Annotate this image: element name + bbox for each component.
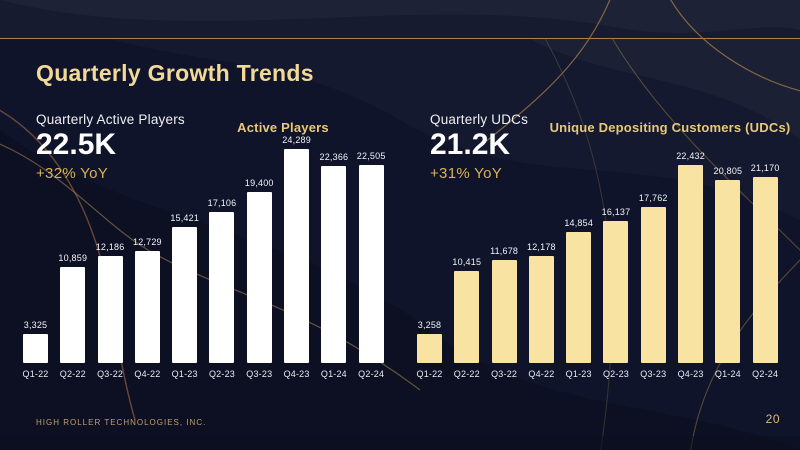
bar-column: 22,505 Q2-24: [357, 118, 386, 379]
bar: [172, 227, 198, 363]
bar-value-label: 3,258: [417, 320, 442, 331]
category-label: Q2-24: [752, 369, 779, 379]
bar-column: 12,186 Q3-22: [96, 118, 125, 379]
bar: [134, 250, 160, 363]
bar: [566, 232, 592, 363]
bar-column: 21,170 Q2-24: [751, 118, 780, 380]
stat-delta: +31% YoY: [430, 164, 503, 182]
category-label: Q3-22: [491, 369, 518, 379]
bar: [454, 271, 480, 363]
bar-column: 3,258 Q1-22: [416, 118, 442, 379]
category-label: Q1-22: [22, 369, 49, 379]
bar: [715, 179, 741, 363]
category-label: Q2-22: [453, 369, 480, 379]
stat-delta: +32% YoY: [36, 164, 109, 182]
page-title: Quarterly Growth Trends: [36, 60, 314, 86]
bar: [640, 206, 666, 363]
bar: [358, 164, 384, 363]
category-label: Q4-22: [528, 369, 555, 379]
bar-column: 12,178 Q4-22: [527, 118, 556, 379]
bar-column: 22,432 Q4-23: [676, 118, 705, 379]
bar: [603, 220, 629, 363]
category-label: Q2-23: [602, 369, 629, 379]
stat-value: 22.5K: [36, 128, 117, 161]
bar: [491, 260, 517, 363]
bar-value-label: 15,421: [170, 213, 200, 224]
bar-column: 22,366 Q1-24: [320, 118, 349, 379]
category-label: Q2-24: [358, 369, 385, 379]
bar-value-label: 12,729: [133, 236, 162, 247]
bar-column: 17,762 Q3-23: [639, 118, 668, 380]
bar-value-label: 14,854: [564, 218, 594, 229]
bar-column: 3,325 Q1-22: [22, 118, 48, 379]
category-label: Q4-23: [677, 369, 704, 379]
bar-value-label: 10,415: [452, 257, 482, 268]
bar-column: 10,415 Q2-22: [452, 118, 481, 379]
stat-label: Quarterly Active Players: [36, 112, 185, 127]
bar-value-label: 24,289: [282, 135, 311, 145]
bar-column: 17,106 Q2-23: [208, 118, 237, 379]
category-label: Q3-23: [640, 369, 667, 379]
bar-chart-udcs: 3,258 Q1-22 10,415 Q2-22 11,678 Q3-22 12,178 Q4…: [416, 118, 780, 380]
page-number: 20: [765, 412, 780, 426]
bar: [678, 165, 704, 363]
bar-column: 12,729 Q4-22: [133, 118, 162, 379]
bar-value-label: 11,678: [490, 246, 519, 257]
bar-value-label: 16,137: [601, 206, 631, 217]
bar-value-label: 12,178: [527, 241, 556, 252]
bar: [97, 255, 123, 363]
bar-column: 10,859 Q2-22: [58, 118, 87, 379]
bar: [321, 165, 347, 363]
category-label: Q3-22: [97, 369, 124, 379]
bar-value-label: 22,432: [676, 151, 705, 162]
category-label: Q1-24: [714, 369, 741, 379]
bar-column: 16,137 Q2-23: [602, 118, 631, 379]
bar-value-label: 17,106: [207, 198, 237, 209]
category-label: Q1-22: [416, 369, 443, 379]
category-label: Q1-23: [171, 369, 198, 379]
bar-value-label: 10,859: [58, 253, 88, 264]
category-label: Q1-23: [565, 369, 592, 379]
bar-chart-active-players: 3,325 Q1-22 10,859 Q2-22 12,186 Q3-22 12,729 Q4…: [22, 118, 386, 379]
bar-column: 24,289 Q4-23: [282, 118, 311, 379]
bar-value-label: 21,170: [750, 162, 780, 173]
bar-column: 11,678 Q3-22: [490, 118, 518, 379]
chart-title-active-players: Active Players: [237, 120, 329, 135]
bar-column: 15,421 Q1-23: [170, 118, 199, 379]
category-label: Q2-23: [208, 369, 235, 379]
category-label: Q4-22: [134, 369, 161, 379]
bar-value-label: 3,325: [23, 319, 48, 330]
chart-title-udcs: Unique Depositing Customers (UDCs): [549, 120, 791, 135]
bar-value-label: 12,186: [95, 241, 125, 252]
bar-column: 19,400 Q3-23: [245, 118, 274, 379]
bar-column: 20,805 Q1-24: [714, 118, 743, 379]
bar-column: 14,854 Q1-23: [564, 118, 593, 379]
bar: [209, 212, 235, 363]
bar-value-label: 22,366: [319, 151, 349, 162]
category-label: Q1-24: [320, 369, 347, 379]
bar-value-label: 17,762: [638, 192, 668, 203]
bar-value-label: 20,805: [713, 165, 743, 176]
stat-value: 21.2K: [430, 128, 511, 161]
stat-active-players: Quarterly Active Players 22.5K +32% YoY: [36, 112, 256, 182]
category-label: Q4-23: [283, 369, 310, 379]
footer-company-name: HIGH ROLLER TECHNOLOGIES, INC.: [36, 418, 207, 427]
category-label: Q2-22: [59, 369, 86, 379]
bar: [284, 149, 310, 363]
stat-udcs: Quarterly UDCs 21.2K +31% YoY: [430, 112, 650, 182]
bar: [23, 333, 48, 363]
bar: [417, 334, 442, 363]
bar: [528, 255, 554, 363]
bar: [60, 267, 86, 363]
bar-value-label: 19,400: [244, 178, 274, 189]
stat-label: Quarterly UDCs: [430, 112, 529, 127]
bar: [752, 176, 778, 363]
bar: [246, 192, 272, 363]
category-label: Q3-23: [246, 369, 273, 379]
bar-value-label: 22,505: [356, 150, 386, 161]
